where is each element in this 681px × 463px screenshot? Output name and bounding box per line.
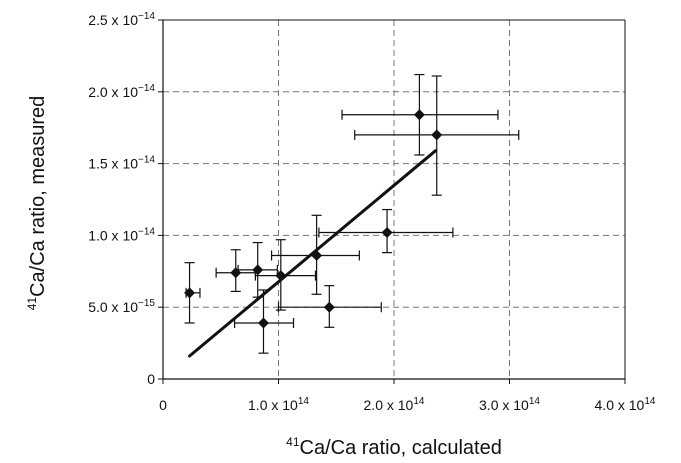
y-tick-label: 2.0 x 10−14 xyxy=(88,83,155,100)
data-point-marker xyxy=(311,250,323,262)
y-axis-title-sup: 41 xyxy=(25,297,39,311)
axes xyxy=(158,19,626,384)
y-tick-label: 1.5 x 10−14 xyxy=(88,155,155,172)
x-axis-title-sup: 41 xyxy=(286,435,300,449)
y-tick-labels: 0 5.0 x 10−15 1.0 x 10−14 1.5 x 10−14 2.0 x … xyxy=(88,11,155,387)
data-point-marker xyxy=(184,287,196,299)
y-tick-label: 2.5 x 10−14 xyxy=(88,11,155,28)
fit-line-group xyxy=(188,149,438,358)
y-axis-title: 41Ca/Ca ratio, measured xyxy=(25,96,49,311)
x-tick-label: 1.0 x 1014 xyxy=(248,396,309,413)
x-tick-label: 3.0 x 1014 xyxy=(479,396,540,413)
grid-lines xyxy=(163,19,625,379)
data-point-marker xyxy=(381,227,393,239)
y-axis-title-text: Ca/Ca ratio, measured xyxy=(27,96,49,297)
y-tick-label: 0 xyxy=(147,371,155,387)
error-bars xyxy=(184,73,520,354)
data-point-marker xyxy=(257,317,269,329)
data-point-marker xyxy=(252,264,264,276)
x-axis-title-text: Ca/Ca ratio, calculated xyxy=(300,437,502,459)
y-tick-label: 5.0 x 10−15 xyxy=(88,298,155,315)
y-tick-label: 1.0 x 10−14 xyxy=(88,226,155,243)
data-point-marker xyxy=(275,270,287,282)
x-tick-label: 4.0 x 1014 xyxy=(595,396,656,413)
data-point-marker xyxy=(323,301,335,313)
data-point-marker xyxy=(431,129,443,141)
x-tick-label: 0 xyxy=(159,397,167,413)
fit-line xyxy=(188,149,438,358)
x-tick-labels: 0 1.0 x 1014 2.0 x 1014 3.0 x 1014 4.0 x 101… xyxy=(159,396,656,413)
data-markers xyxy=(184,109,443,329)
data-point-marker xyxy=(230,267,242,279)
x-axis-title: 41Ca/Ca ratio, calculated xyxy=(286,435,502,459)
x-tick-label: 2.0 x 1014 xyxy=(364,396,425,413)
data-point-marker xyxy=(413,109,425,121)
